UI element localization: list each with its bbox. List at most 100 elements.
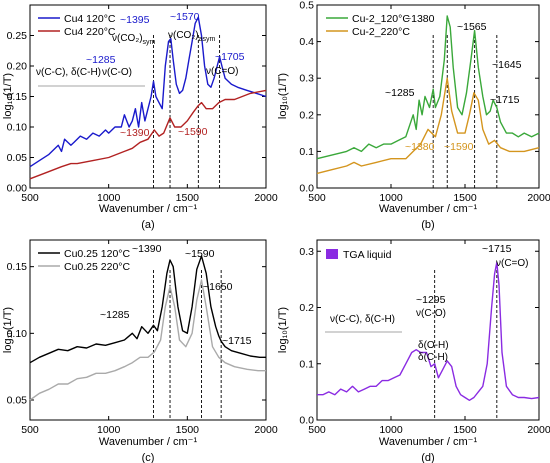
assignment-co2-asym: ν(CO₂)asym bbox=[168, 30, 215, 43]
series-group bbox=[29, 16, 267, 180]
y-axis-label: log₁₀(1/T) bbox=[2, 307, 14, 353]
x-tick-label: 1000 bbox=[97, 424, 121, 436]
plot-frame bbox=[316, 239, 540, 421]
y-tick-label: 0.2 bbox=[299, 109, 314, 121]
annotation-1590-orange: ~1590 bbox=[444, 141, 474, 153]
axis-ticks: 500 1000 1500 2000 0.0 0.1 0.2 0.3 bbox=[299, 240, 550, 436]
panel-label: (c) bbox=[142, 452, 155, 463]
series-group bbox=[316, 15, 540, 175]
panel-a: 500 1000 1500 20000.000.050.100.150.200.25 … bbox=[2, 4, 278, 231]
assignment-co2-asym-sub: asym bbox=[199, 36, 216, 43]
annotation-1295: ~1295 bbox=[416, 294, 446, 306]
y-tick-label: 0.3 bbox=[299, 246, 314, 258]
y-tick-label: 0.10 bbox=[7, 328, 28, 340]
annotation-1285: ~1285 bbox=[86, 54, 116, 66]
dashed-markers bbox=[432, 35, 498, 188]
series-line bbox=[29, 16, 267, 168]
annotation-1650: ~1650 bbox=[203, 281, 233, 293]
panel-c: 500 1000 1500 2000 0.05 0.10 0.15 Cu0.25 120°C… bbox=[2, 239, 278, 463]
y-tick-label: 0.05 bbox=[7, 395, 28, 407]
annotation-1285: ~1285 bbox=[100, 309, 130, 321]
x-tick-label: 500 bbox=[308, 192, 326, 204]
axis-ticks: 500 1000 1500 2000 0.00 0.05 0.10 0.15 0.20 0.25 bbox=[7, 5, 278, 204]
annotation-1715: ~1715 bbox=[490, 94, 520, 106]
legend-swatch-tga bbox=[326, 249, 338, 259]
y-tick-label: 0.2 bbox=[299, 302, 314, 314]
x-axis-label: Wavenumber / cm⁻¹ bbox=[379, 203, 478, 215]
y-tick-label: 0.1 bbox=[299, 358, 314, 370]
y-tick-label: 0.3 bbox=[299, 73, 314, 85]
legend-label-cu4-120: Cu4 120°C bbox=[64, 13, 116, 25]
assignment-c-eq-o: ν(C=O) bbox=[206, 66, 239, 77]
panel-label: (a) bbox=[141, 219, 154, 231]
annotation-1570: ~1570 bbox=[170, 11, 200, 23]
y-axis-label: log₁₀(1/T) bbox=[277, 307, 289, 353]
annotation-c-eq-o: ν(C=O) bbox=[496, 258, 529, 269]
annotation-cc-ch: ν(C-C), δ(C-H) bbox=[330, 314, 395, 325]
legend-label-cu4-220: Cu4 220°C bbox=[64, 26, 116, 38]
annotation-1380-orange: ~1380 bbox=[405, 141, 435, 153]
legend-label-cu025-120: Cu0.25 120°C bbox=[64, 248, 130, 260]
assignment-co2-asym-main: ν(CO₂) bbox=[168, 30, 199, 41]
series-line bbox=[316, 15, 540, 160]
annotation-c-h: δ(C-H) bbox=[418, 352, 448, 363]
x-tick-label: 1000 bbox=[379, 424, 403, 436]
x-tick-label: 2000 bbox=[527, 192, 550, 204]
series-line bbox=[29, 89, 267, 180]
x-tick-label: 500 bbox=[21, 192, 39, 204]
x-tick-label: 2000 bbox=[254, 192, 278, 204]
x-tick-label: 1500 bbox=[176, 192, 200, 204]
annotation-1590-red: ~1590 bbox=[178, 126, 208, 138]
annotation-1565: ~1565 bbox=[457, 21, 487, 33]
assignment-co: ν(C-O) bbox=[102, 67, 132, 78]
assignment-co2-sym-main: ν(CO₂) bbox=[112, 33, 143, 44]
annotation-1390: ~1390 bbox=[132, 243, 162, 255]
x-tick-label: 1500 bbox=[453, 192, 477, 204]
plot-frame bbox=[29, 239, 267, 421]
x-tick-label: 1500 bbox=[176, 424, 200, 436]
y-tick-label: 0.20 bbox=[7, 61, 28, 73]
dashed-markers bbox=[434, 270, 498, 420]
series-group bbox=[29, 255, 266, 401]
y-tick-label: 0.4 bbox=[299, 36, 314, 48]
series-line bbox=[316, 77, 540, 175]
y-tick-label: 0.10 bbox=[7, 122, 28, 134]
panel-label: (d) bbox=[421, 452, 434, 463]
assignment-cc-ch: ν(C-C), δ(C-H) bbox=[36, 67, 101, 78]
y-tick-label: 0.05 bbox=[7, 152, 28, 164]
y-tick-label: 0.5 bbox=[299, 0, 314, 12]
annotation-1380: ~1380 bbox=[405, 13, 435, 25]
annotation-1705: ~1705 bbox=[215, 51, 245, 63]
x-tick-label: 500 bbox=[21, 424, 39, 436]
series-line bbox=[317, 261, 540, 401]
dashed-markers bbox=[153, 35, 221, 188]
annotation-1715: ~1715 bbox=[482, 243, 512, 255]
y-tick-label: 0.15 bbox=[7, 261, 28, 273]
annotation-1645: ~1645 bbox=[492, 59, 522, 71]
y-tick-label: 0.15 bbox=[7, 91, 28, 103]
panel-d: 500 1000 1500 2000 0.0 0.1 0.2 0.3 TGA liquid ~… bbox=[277, 239, 550, 463]
y-axis-label: log₁₀(1/T) bbox=[277, 73, 289, 119]
y-tick-label: 0.00 bbox=[7, 183, 28, 195]
annotation-1285: ~1285 bbox=[385, 87, 415, 99]
y-axis-label: log₁₀(1/T) bbox=[2, 73, 14, 119]
legend-label-cu2-220: Cu-2_220°C bbox=[352, 26, 410, 38]
annotation-1715: ~1715 bbox=[222, 335, 252, 347]
assignment-co2-sym-sub: sym bbox=[143, 39, 156, 46]
axis-ticks: 500 1000 1500 2000 0.05 0.10 0.15 bbox=[7, 240, 278, 436]
series-line bbox=[29, 255, 266, 364]
legend-label-tga: TGA liquid bbox=[343, 249, 392, 261]
y-tick-label: 0.1 bbox=[299, 146, 314, 158]
y-tick-label: 0.0 bbox=[299, 415, 314, 427]
x-axis-label: Wavenumber / cm⁻¹ bbox=[99, 203, 198, 215]
series-group bbox=[317, 261, 540, 401]
legend-label-cu2-120: Cu-2_120°C bbox=[352, 13, 410, 25]
x-axis-label: Wavenumber / cm⁻¹ bbox=[379, 436, 478, 448]
x-tick-label: 1000 bbox=[97, 192, 121, 204]
assignment-co2-sym: ν(CO₂)sym bbox=[112, 33, 156, 46]
x-tick-label: 2000 bbox=[254, 424, 278, 436]
panel-label: (b) bbox=[421, 219, 434, 231]
annotation-o-h: δ(O-H) bbox=[418, 340, 449, 351]
legend-label-cu025-220: Cu0.25 220°C bbox=[64, 261, 130, 273]
x-tick-label: 1500 bbox=[453, 424, 477, 436]
